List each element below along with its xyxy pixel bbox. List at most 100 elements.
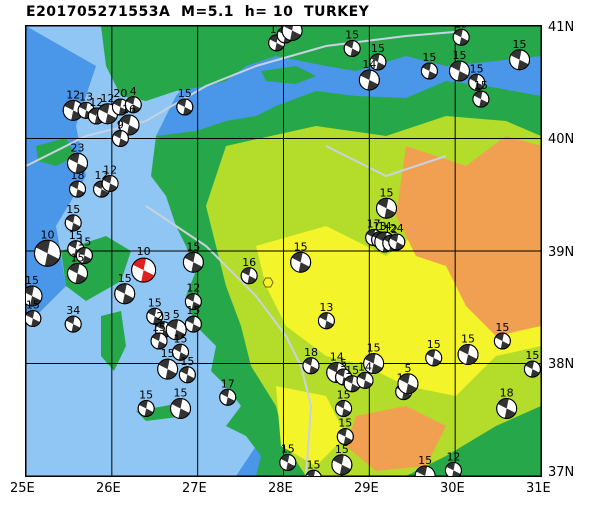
focal-mechanism-ball bbox=[182, 251, 204, 273]
thrace-landmass bbox=[101, 26, 541, 101]
focal-mechanism-ball bbox=[184, 315, 202, 333]
focal-mechanism-ball bbox=[414, 465, 436, 476]
focal-mechanism-ball bbox=[146, 307, 164, 325]
focal-mechanism-ball bbox=[67, 263, 88, 284]
depth-label: 15 bbox=[186, 240, 200, 253]
focal-mechanism-ball bbox=[111, 130, 129, 147]
depth-label: 15 bbox=[139, 389, 153, 402]
depth-label: 15 bbox=[148, 296, 162, 309]
depth-label: 15 bbox=[427, 338, 441, 351]
depth-label: 15 bbox=[281, 443, 295, 456]
lon-label-31e: 31E bbox=[526, 481, 551, 496]
focal-mechanism-ball bbox=[184, 293, 202, 311]
depth-label: 12 bbox=[89, 96, 103, 109]
focal-mechanism-ball bbox=[64, 315, 82, 333]
event-title: E201705271553A M=5.1 h= 10 TURKEY bbox=[26, 4, 370, 20]
depth-label: 14 bbox=[378, 220, 392, 233]
depth-label: 15 bbox=[118, 272, 132, 285]
depth-label: 16 bbox=[242, 256, 256, 269]
depth-label: 15 bbox=[335, 443, 349, 456]
graticule bbox=[26, 26, 541, 476]
lon-label-26e: 26E bbox=[96, 481, 121, 496]
depth-label: 13 bbox=[319, 301, 333, 314]
depth-label: 15 bbox=[71, 252, 85, 265]
lat-label-41n: 41N bbox=[548, 20, 575, 35]
lat-label-40n: 40N bbox=[548, 132, 575, 147]
focal-mechanism-ball bbox=[170, 398, 191, 419]
depth-label: 15 bbox=[174, 332, 188, 345]
depth-label: 15 bbox=[470, 62, 484, 75]
focal-mechanism-ball bbox=[75, 247, 93, 264]
focal-mechanism-ball bbox=[331, 454, 353, 476]
fault-trace bbox=[26, 30, 467, 167]
depth-label: 15 bbox=[337, 389, 351, 402]
focal-mechanism-ball bbox=[114, 283, 136, 305]
lat-label-38n: 38N bbox=[548, 357, 575, 372]
focal-mechanism-ball bbox=[457, 344, 479, 365]
depth-label: 5 bbox=[173, 308, 180, 321]
depth-label: 14 bbox=[330, 351, 344, 364]
plateau-zone-south bbox=[276, 386, 346, 466]
depth-label: 12 bbox=[186, 282, 200, 295]
depth-label: 15 bbox=[454, 26, 468, 30]
focal-mechanism-ball bbox=[165, 319, 187, 341]
depth-label: 4 bbox=[130, 85, 137, 98]
depth-label: 12 bbox=[66, 88, 80, 101]
depth-label: 15 bbox=[294, 240, 308, 253]
depth-label: 5 bbox=[340, 357, 347, 370]
depth-label: 12 bbox=[101, 92, 115, 105]
depth-label: 15 bbox=[513, 38, 527, 51]
depth-label: 17 bbox=[367, 218, 381, 231]
focal-mechanism-ball bbox=[118, 114, 140, 136]
lon-label-30e: 30E bbox=[440, 481, 465, 496]
focal-mechanism-ball bbox=[397, 373, 419, 395]
depth-label: 23 bbox=[71, 141, 85, 154]
mainshock-group: 10 bbox=[131, 245, 274, 288]
focal-mechanism-ball bbox=[472, 90, 490, 108]
depth-label: 15 bbox=[178, 87, 192, 100]
depth-label: 17 bbox=[221, 377, 235, 390]
depth-label: 15 bbox=[338, 417, 352, 430]
focal-mechanism-ball bbox=[172, 343, 189, 361]
focal-mechanism-ball bbox=[335, 400, 353, 417]
focal-mechanism-ball bbox=[26, 310, 42, 327]
fault-lines bbox=[26, 30, 467, 476]
depth-label: 12 bbox=[103, 164, 117, 177]
depth-label: 15 bbox=[66, 203, 80, 216]
focal-mechanism-ball bbox=[444, 461, 462, 476]
depth-label: 14 bbox=[362, 58, 376, 71]
depth-label: 15 bbox=[345, 364, 359, 377]
focal-mechanism-ball bbox=[290, 251, 312, 273]
fault-trace bbox=[325, 145, 447, 178]
focal-mechanism-ball bbox=[176, 98, 194, 116]
depth-label: 15 bbox=[474, 79, 488, 92]
depth-label: 18 bbox=[500, 387, 514, 400]
focal-mechanism-ball bbox=[376, 197, 397, 219]
lat-label-37n: 37N bbox=[548, 465, 575, 480]
depth-label: 15 bbox=[307, 458, 321, 471]
focal-mechanism-ball bbox=[33, 239, 61, 267]
focal-mechanism-ball bbox=[302, 357, 320, 375]
depth-label: 18 bbox=[304, 346, 318, 359]
depth-label: 13 bbox=[373, 220, 387, 233]
lon-label-28e: 28E bbox=[268, 481, 293, 496]
depth-label: 13 bbox=[79, 90, 93, 103]
depth-label: 15 bbox=[186, 304, 200, 317]
highland-zone-south bbox=[346, 406, 446, 471]
mainshock-depth-label: 10 bbox=[137, 245, 151, 258]
depth-label: 12 bbox=[384, 223, 398, 236]
focal-mechanism-ball bbox=[101, 175, 119, 192]
depth-label: 20 bbox=[113, 87, 127, 100]
focal-mechanism-ball bbox=[336, 428, 354, 446]
depth-label: 15 bbox=[26, 299, 40, 312]
focal-mechanism-ball bbox=[509, 49, 531, 71]
depth-label: 15 bbox=[180, 355, 194, 368]
depth-label: 15 bbox=[422, 51, 436, 64]
focal-mechanism-ball bbox=[69, 180, 86, 198]
focal-mechanism-ball bbox=[369, 53, 387, 71]
focal-mechanism-ball bbox=[137, 400, 155, 417]
focal-mechanism-ball bbox=[420, 62, 438, 80]
focal-mechanism-ball bbox=[358, 69, 380, 91]
focal-mechanism-ball bbox=[496, 398, 518, 419]
